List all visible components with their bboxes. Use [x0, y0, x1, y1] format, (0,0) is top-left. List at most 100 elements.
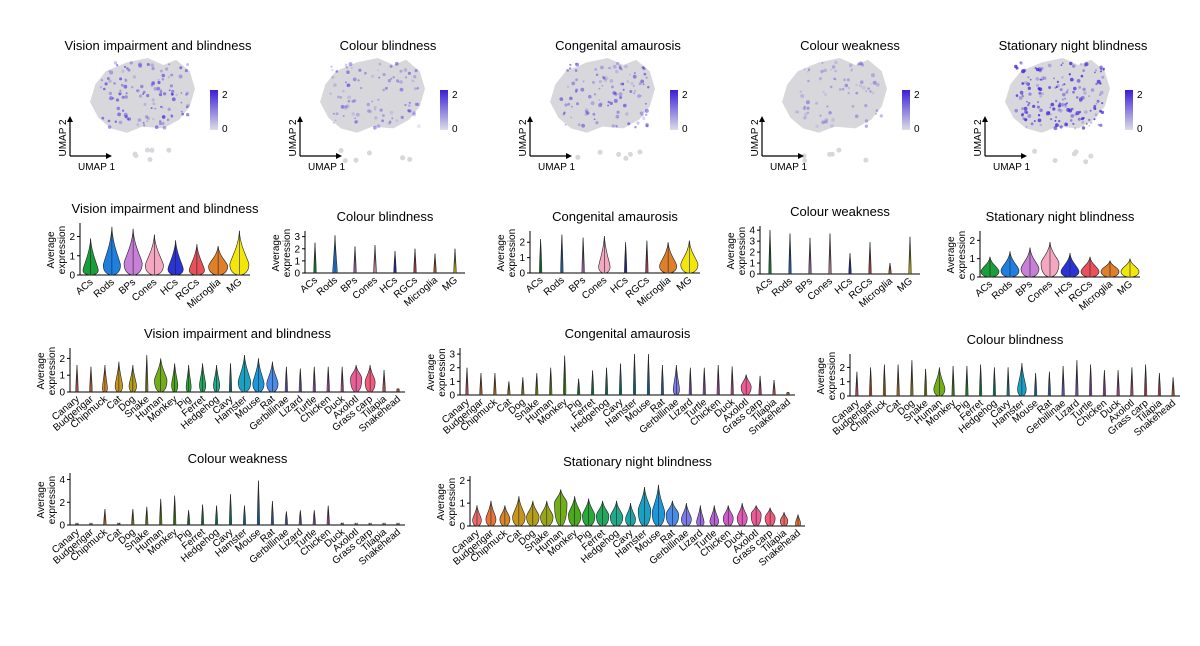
- expression-point: [146, 63, 150, 66]
- expression-point: [331, 68, 334, 72]
- expression-point: [612, 64, 617, 69]
- expression-point: [1094, 113, 1098, 117]
- y-tick-label: 2: [519, 238, 525, 249]
- expression-point: [169, 73, 173, 77]
- expression-point: [598, 99, 601, 101]
- expression-point: [830, 124, 834, 128]
- umap-island: [623, 155, 629, 161]
- y-axis-label-line: expression: [437, 348, 448, 396]
- expression-point: [340, 105, 345, 109]
- expression-point: [125, 92, 128, 95]
- expression-point: [1037, 114, 1041, 117]
- expression-point: [575, 62, 579, 67]
- expression-point: [620, 82, 624, 86]
- expression-point: [373, 125, 377, 130]
- expression-point: [571, 81, 576, 86]
- expression-point: [842, 88, 845, 91]
- expression-point: [593, 118, 596, 121]
- expression-point: [1081, 126, 1086, 130]
- umap-x-label: UMAP 1: [78, 162, 115, 173]
- umap-x-label: UMAP 1: [993, 162, 1030, 173]
- expression-point: [115, 98, 120, 102]
- violin-panel: Colour weakness01234AverageexpressionACs…: [726, 204, 920, 310]
- expression-point: [116, 106, 121, 111]
- expression-point: [413, 75, 417, 79]
- y-axis-label: Averageexpression: [426, 348, 448, 396]
- y-axis-label: Averageexpression: [496, 229, 518, 277]
- expression-point: [601, 84, 604, 87]
- expression-point: [124, 115, 128, 119]
- expression-point: [1099, 109, 1102, 113]
- expression-point: [1100, 70, 1102, 73]
- expression-point: [107, 119, 111, 123]
- expression-point: [1021, 82, 1025, 85]
- expression-point: [364, 71, 367, 75]
- expression-point: [346, 70, 350, 74]
- category-label: MG: [441, 275, 461, 294]
- category-label: MG: [896, 276, 916, 295]
- umap-island: [149, 147, 155, 153]
- umap-island: [366, 150, 372, 156]
- expression-point: [136, 88, 140, 93]
- expression-point: [615, 124, 618, 127]
- expression-point: [806, 111, 810, 115]
- umap-x-arrow: [798, 153, 804, 159]
- expression-point: [592, 81, 595, 84]
- expression-point: [799, 90, 802, 93]
- expression-point: [643, 72, 647, 76]
- expression-point: [1089, 109, 1092, 112]
- y-axis-label-line: Average: [271, 234, 282, 272]
- expression-point: [618, 66, 622, 70]
- expression-point: [1018, 96, 1023, 100]
- expression-point: [1056, 80, 1060, 84]
- expression-point: [595, 73, 599, 77]
- expression-point: [1037, 87, 1041, 91]
- expression-point: [1019, 90, 1024, 95]
- expression-point: [1085, 123, 1088, 125]
- expression-point: [412, 111, 416, 115]
- expression-point: [636, 121, 640, 125]
- expression-point: [121, 95, 125, 99]
- expression-point: [1053, 77, 1055, 80]
- color-scale-bar: [210, 90, 218, 130]
- expression-point: [1093, 106, 1097, 110]
- expression-point: [159, 120, 162, 123]
- expression-point: [137, 89, 140, 92]
- expression-point: [1080, 117, 1084, 121]
- umap-island: [616, 152, 622, 157]
- expression-point: [416, 124, 421, 129]
- expression-point: [416, 87, 419, 90]
- expression-point: [1035, 77, 1040, 81]
- expression-point: [104, 82, 108, 86]
- expression-point: [343, 106, 348, 110]
- expression-point: [637, 94, 641, 98]
- y-tick-label: 0: [839, 392, 845, 403]
- expression-point: [1047, 63, 1052, 68]
- panel-title: Congenital amaurosis: [555, 38, 681, 53]
- expression-point: [108, 91, 113, 96]
- expression-point: [409, 109, 413, 113]
- y-tick-label: 2: [449, 363, 455, 374]
- expression-point: [616, 110, 620, 114]
- expression-point: [1025, 111, 1029, 114]
- y-tick-label: 2: [294, 244, 300, 255]
- umap-y-label: UMAP 2: [518, 119, 529, 156]
- umap-island: [637, 149, 643, 155]
- umap-island: [836, 147, 842, 153]
- expression-point: [167, 76, 170, 79]
- expression-point: [404, 76, 408, 79]
- expression-point: [645, 122, 649, 127]
- expression-point: [1102, 68, 1105, 71]
- expression-point: [627, 122, 631, 126]
- expression-point: [871, 91, 875, 95]
- expression-point: [1055, 86, 1058, 88]
- expression-point: [108, 79, 112, 83]
- expression-point: [875, 109, 879, 112]
- y-tick-label: 2: [459, 476, 465, 487]
- expression-point: [856, 84, 859, 87]
- expression-point: [645, 124, 649, 128]
- expression-point: [1073, 86, 1077, 91]
- expression-point: [1078, 98, 1083, 103]
- expression-point: [803, 105, 806, 108]
- expression-point: [181, 112, 184, 116]
